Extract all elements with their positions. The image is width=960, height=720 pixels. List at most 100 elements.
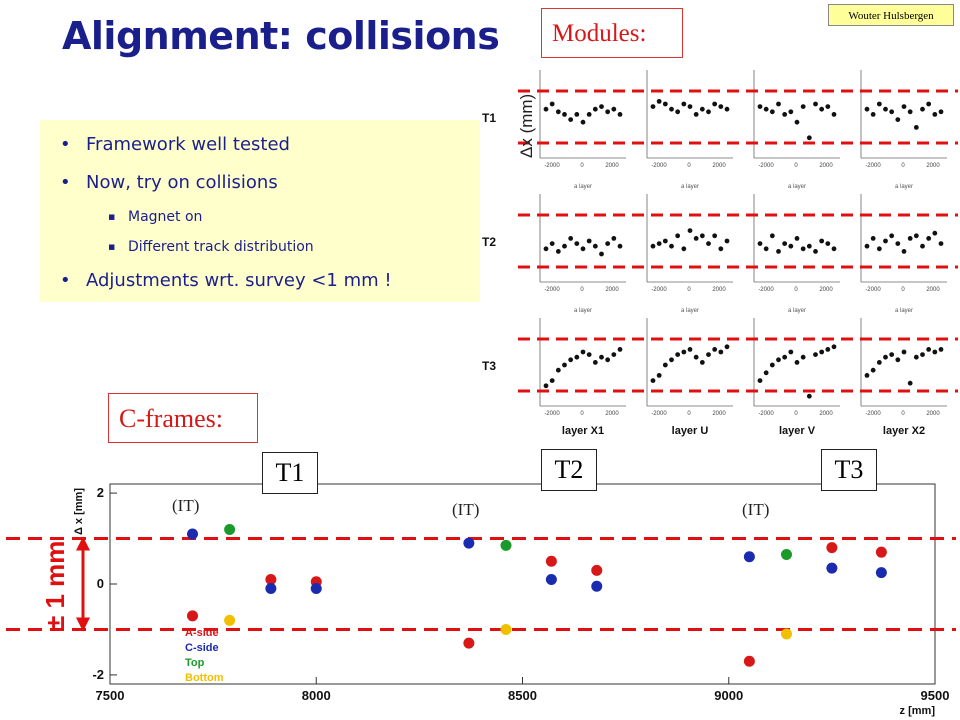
station-t3-label: T3 <box>821 449 877 491</box>
station-t1-label: T1 <box>262 452 318 494</box>
module-point <box>794 236 800 241</box>
cframe-point <box>500 539 512 551</box>
cframe-point <box>224 614 236 626</box>
y-tick-label: 0 <box>97 576 104 591</box>
module-point <box>813 249 818 254</box>
bullet-box: Framework well tested Now, try on collis… <box>40 120 480 302</box>
module-point <box>699 233 705 239</box>
module-point <box>687 228 693 234</box>
module-point <box>769 362 775 368</box>
module-point <box>806 393 812 399</box>
module-point <box>599 251 604 257</box>
module-point <box>555 109 561 115</box>
module-point <box>718 349 724 355</box>
bullet-list: Framework well tested Now, try on collis… <box>40 126 480 300</box>
modules-chart: T1 -2000 0 2000 -2000 0 2000 -2000 0 2000 -2000 0 20… <box>482 70 958 437</box>
module-point <box>568 117 574 122</box>
module-point <box>870 367 876 373</box>
panel-x-tick: 0 <box>901 163 905 169</box>
module-point <box>574 354 580 360</box>
module-point <box>926 236 932 241</box>
module-point <box>586 352 592 357</box>
module-point <box>876 360 882 365</box>
module-point <box>656 373 662 378</box>
panel-title: a layer <box>788 184 806 190</box>
panel-x-tick: -2000 <box>758 287 774 293</box>
module-point <box>693 236 699 241</box>
panel-x-tick: 2000 <box>605 163 619 169</box>
module-point <box>586 238 592 244</box>
module-point <box>901 349 907 355</box>
module-point <box>782 241 788 247</box>
module-point <box>675 352 681 357</box>
module-point <box>724 106 730 112</box>
panel-x-tick: -2000 <box>758 411 774 417</box>
module-point <box>926 101 932 107</box>
layer-label: layer X2 <box>883 425 925 437</box>
module-point <box>864 373 870 378</box>
module-point <box>605 241 611 247</box>
module-point <box>932 349 938 355</box>
module-point <box>788 109 794 115</box>
panel-x-tick: -2000 <box>865 411 881 417</box>
panel-x-tick: -2000 <box>544 287 560 293</box>
module-point <box>580 349 586 355</box>
plus-minus-text: ± 1 mm <box>40 541 70 630</box>
panel-title: a layer <box>895 184 913 190</box>
panel-x-tick: -2000 <box>651 411 667 417</box>
module-point <box>782 112 788 117</box>
panel-x-tick: 0 <box>901 411 905 417</box>
module-point <box>831 112 837 117</box>
module-point <box>712 101 718 107</box>
module-point <box>586 112 592 117</box>
layer-label: layer V <box>779 425 816 437</box>
cframe-point <box>310 583 322 595</box>
module-point <box>675 233 681 239</box>
module-point <box>592 106 598 112</box>
panel-title: a layer <box>681 184 699 190</box>
panel-x-tick: 0 <box>794 411 798 417</box>
module-point <box>776 249 781 254</box>
module-point <box>617 347 623 352</box>
module-point <box>800 246 806 252</box>
cframe-point <box>826 562 838 574</box>
module-point <box>605 109 611 115</box>
legend-entry: Top <box>185 657 205 669</box>
module-point <box>555 367 561 373</box>
it-label: (IT) <box>172 496 200 515</box>
cframes-chart: 7500 8000 8500 9000 9500 -2 0 2 z [mm] Δ x [mm] A-… <box>6 483 956 717</box>
module-point <box>920 352 925 357</box>
module-point <box>724 344 730 350</box>
module-point <box>901 104 907 109</box>
panel-x-tick: 0 <box>580 287 584 293</box>
module-point <box>611 352 617 357</box>
panel-x-tick: -2000 <box>865 287 881 293</box>
panel-title: a layer <box>788 308 806 314</box>
module-point <box>706 352 711 357</box>
cframe-point <box>781 628 792 640</box>
cframe-point <box>545 573 557 585</box>
panel-x-tick: -2000 <box>865 163 881 169</box>
y-tick-label: -2 <box>92 667 104 682</box>
module-point <box>889 109 895 115</box>
module-point <box>706 241 711 247</box>
module-point <box>938 347 944 352</box>
module-point <box>806 135 812 141</box>
cframe-point <box>781 548 792 560</box>
panel-x-tick: 0 <box>687 287 691 293</box>
module-point <box>617 112 623 117</box>
module-point <box>669 106 674 112</box>
module-point <box>806 243 812 249</box>
legend-entry: C-side <box>185 642 219 654</box>
module-point <box>656 99 662 104</box>
module-point <box>769 109 775 115</box>
panel-x-tick: 2000 <box>926 287 940 293</box>
panel-x-tick: -2000 <box>651 287 667 293</box>
panel-x-tick: -2000 <box>544 163 560 169</box>
module-point <box>681 101 687 107</box>
panel-x-tick: -2000 <box>544 411 560 417</box>
module-point <box>864 243 870 249</box>
pm-arrow-head-up <box>76 536 90 551</box>
panel-title: a layer <box>574 184 592 190</box>
cframe-point <box>591 580 603 592</box>
